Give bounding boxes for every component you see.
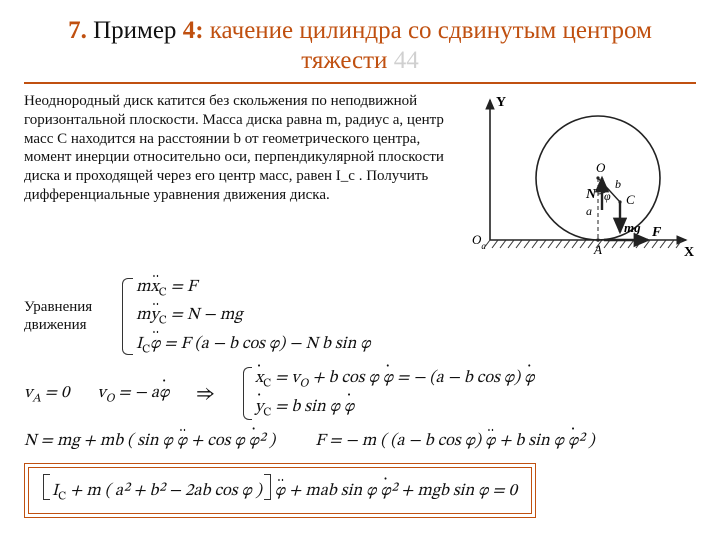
svg-text:b: b	[615, 177, 621, 191]
title-rule	[24, 82, 696, 84]
force-row: N = mg + mb ( sin φ φ + cos φ φ² ) F = −…	[24, 428, 696, 455]
implies-arrow: ⇒	[197, 378, 215, 410]
eq-motion-x: mxC = F	[136, 274, 371, 302]
svg-text:mg: mg	[624, 220, 641, 235]
svg-text:F: F	[651, 225, 662, 240]
eq-N: N = mg + mb ( sin φ φ + cos φ φ² )	[24, 428, 275, 455]
title-section-number: 7.	[68, 17, 87, 44]
svg-text:X: X	[684, 245, 694, 260]
equations-caption: Уравнения движения	[24, 299, 112, 334]
title-example-number: 4:	[183, 17, 204, 44]
svg-text:Y: Y	[496, 95, 506, 110]
motion-equations: mxC = F myC = N − mg ICφ = F (a − b cos …	[122, 274, 371, 359]
diagram: YXOaOCbφaANmgF	[468, 92, 696, 272]
eq-result: IC + m ( a² + b² − 2ab cos φ ) φ + mab s…	[43, 483, 517, 500]
velocity-row: vA = 0 vO = − aφ ⇒ xC = vO + b cos φ φ =…	[24, 365, 696, 422]
slide-title: 7. Пример 4: качение цилиндра со сдвинут…	[24, 16, 696, 76]
eq-vA: vA = 0	[24, 380, 69, 408]
page-number: 44	[394, 47, 419, 74]
eq-motion-y: myC = N − mg	[136, 302, 371, 330]
result-box: IC + m ( a² + b² − 2ab cos φ ) φ + mab s…	[24, 463, 536, 517]
svg-text:φ: φ	[604, 189, 611, 203]
svg-text:O: O	[596, 160, 606, 175]
eq-motion-phi: ICφ = F (a − b cos φ) − N b sin φ	[136, 331, 371, 359]
svg-text:N: N	[585, 187, 597, 202]
svg-text:a: a	[586, 204, 592, 218]
title-text: качение цилиндра со сдвинутым центром тя…	[204, 17, 652, 74]
problem-statement: Неоднородный диск катится без скольжения…	[24, 92, 454, 205]
eq-F: F = − m ( (a − b cos φ) φ + b sin φ φ² )	[315, 428, 594, 455]
svg-text:A: A	[593, 242, 602, 257]
svg-text:C: C	[626, 192, 635, 207]
eq-vO: vO = − aφ	[97, 380, 169, 408]
title-lead: Пример	[87, 17, 183, 44]
eq-xCdot: xC = vO + b cos φ φ = − (a − b cos φ) φ	[255, 365, 534, 393]
